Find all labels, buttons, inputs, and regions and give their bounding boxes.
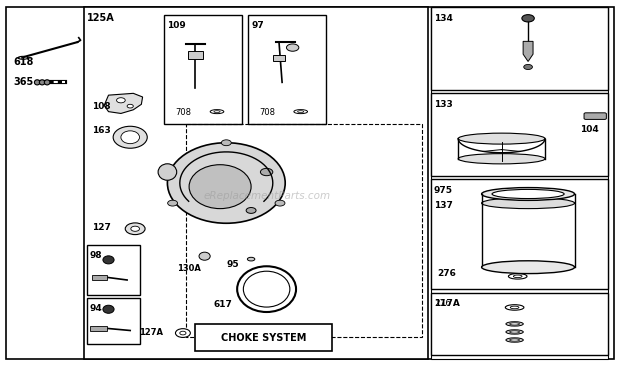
Text: 975: 975 bbox=[434, 186, 453, 195]
Text: 127: 127 bbox=[92, 223, 110, 232]
Ellipse shape bbox=[506, 330, 523, 334]
Circle shape bbox=[275, 200, 285, 206]
Circle shape bbox=[167, 200, 177, 206]
FancyBboxPatch shape bbox=[90, 326, 107, 331]
Ellipse shape bbox=[513, 275, 522, 277]
Ellipse shape bbox=[492, 190, 564, 198]
Ellipse shape bbox=[243, 271, 290, 307]
Ellipse shape bbox=[158, 164, 177, 180]
Ellipse shape bbox=[214, 111, 220, 113]
Text: 104: 104 bbox=[580, 124, 598, 134]
Text: 276: 276 bbox=[437, 269, 456, 278]
Circle shape bbox=[125, 223, 145, 235]
Text: 125A: 125A bbox=[87, 13, 115, 23]
Polygon shape bbox=[523, 41, 533, 61]
Text: 708: 708 bbox=[259, 108, 275, 117]
Text: 365: 365 bbox=[14, 77, 34, 87]
Ellipse shape bbox=[167, 143, 285, 223]
Ellipse shape bbox=[506, 322, 523, 326]
Bar bbox=[164, 15, 242, 124]
Circle shape bbox=[131, 226, 140, 231]
Ellipse shape bbox=[40, 80, 45, 85]
FancyBboxPatch shape bbox=[92, 274, 107, 280]
Text: 134: 134 bbox=[434, 14, 453, 23]
Text: 137: 137 bbox=[434, 201, 453, 210]
Text: eReplacementParts.com: eReplacementParts.com bbox=[203, 191, 330, 201]
Circle shape bbox=[524, 64, 533, 70]
Circle shape bbox=[175, 329, 190, 337]
Circle shape bbox=[117, 98, 125, 103]
Ellipse shape bbox=[506, 338, 523, 342]
Text: 133: 133 bbox=[434, 100, 453, 109]
Circle shape bbox=[127, 104, 133, 108]
Ellipse shape bbox=[199, 252, 210, 260]
Text: 94: 94 bbox=[89, 304, 102, 313]
Text: 117A: 117A bbox=[434, 299, 460, 309]
Circle shape bbox=[522, 15, 534, 22]
Text: 276: 276 bbox=[434, 299, 451, 309]
Bar bbox=[248, 15, 326, 124]
Text: 109: 109 bbox=[167, 21, 186, 30]
Ellipse shape bbox=[482, 198, 575, 209]
Bar bbox=[431, 93, 608, 176]
Ellipse shape bbox=[482, 261, 575, 274]
Ellipse shape bbox=[510, 323, 520, 325]
Text: CHOKE SYSTEM: CHOKE SYSTEM bbox=[221, 333, 306, 343]
Bar bbox=[84, 7, 428, 359]
FancyBboxPatch shape bbox=[273, 55, 285, 61]
Bar bbox=[431, 179, 608, 289]
Circle shape bbox=[286, 44, 299, 51]
FancyBboxPatch shape bbox=[584, 113, 606, 119]
Bar bbox=[87, 245, 140, 295]
Circle shape bbox=[180, 331, 186, 335]
Text: 108: 108 bbox=[92, 102, 110, 112]
Bar bbox=[186, 124, 422, 337]
Bar bbox=[195, 324, 332, 351]
Text: 95: 95 bbox=[226, 260, 239, 269]
Ellipse shape bbox=[510, 306, 519, 309]
Ellipse shape bbox=[34, 80, 40, 85]
Ellipse shape bbox=[458, 133, 545, 144]
Text: 618: 618 bbox=[14, 57, 34, 67]
Bar bbox=[431, 293, 608, 355]
Ellipse shape bbox=[44, 80, 50, 85]
Ellipse shape bbox=[458, 154, 545, 164]
Bar bbox=[431, 7, 608, 90]
Ellipse shape bbox=[510, 339, 520, 341]
Text: 617: 617 bbox=[214, 300, 232, 309]
Text: 98: 98 bbox=[89, 251, 102, 260]
Ellipse shape bbox=[103, 305, 114, 313]
Ellipse shape bbox=[247, 257, 255, 261]
Text: 708: 708 bbox=[175, 108, 192, 117]
Ellipse shape bbox=[510, 331, 520, 333]
Ellipse shape bbox=[121, 131, 140, 143]
Ellipse shape bbox=[189, 165, 251, 209]
FancyBboxPatch shape bbox=[188, 51, 203, 59]
Ellipse shape bbox=[113, 126, 148, 148]
Bar bbox=[87, 298, 140, 344]
Ellipse shape bbox=[482, 188, 575, 201]
Text: 163: 163 bbox=[92, 126, 110, 135]
Circle shape bbox=[221, 140, 231, 146]
Circle shape bbox=[260, 168, 273, 176]
Text: 127A: 127A bbox=[140, 328, 164, 337]
Bar bbox=[431, 7, 608, 359]
Text: 130A: 130A bbox=[177, 264, 201, 273]
Polygon shape bbox=[104, 93, 143, 113]
Text: 97: 97 bbox=[251, 21, 264, 30]
Circle shape bbox=[246, 208, 256, 213]
Ellipse shape bbox=[298, 111, 304, 113]
Ellipse shape bbox=[103, 256, 114, 264]
